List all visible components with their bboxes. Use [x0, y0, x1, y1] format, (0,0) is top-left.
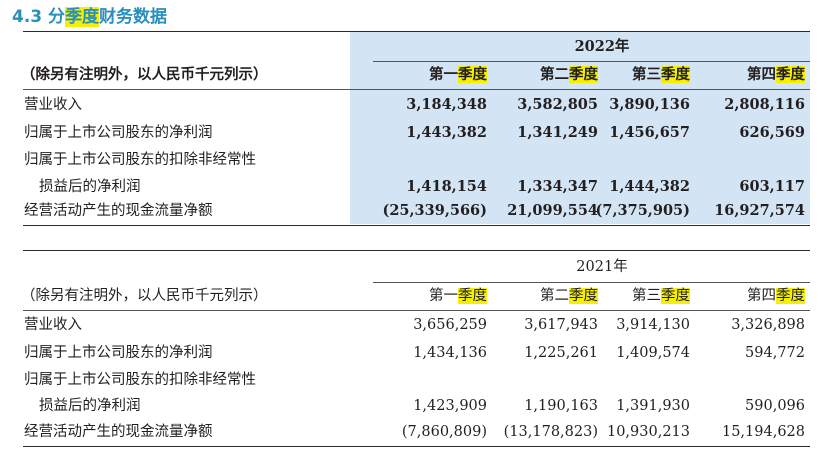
- table-cell: 626,569: [739, 124, 805, 141]
- table-cell: (7,860,809): [401, 424, 487, 440]
- table-cell: 1,434,136: [413, 345, 487, 361]
- table-2021-year-row: 2021年: [23, 253, 810, 281]
- table-cell: 3,582,805: [517, 96, 598, 113]
- table-2021-top-rule: [23, 250, 810, 251]
- table-cell: 603,117: [739, 178, 805, 195]
- table-cell: 1,334,347: [517, 178, 598, 195]
- table-cell: 1,409,574: [616, 345, 690, 361]
- table-2021-unit-note: （除另有注明外，以人民币千元列示）: [21, 288, 268, 304]
- table-2022-year: 2022年: [574, 38, 630, 55]
- table-row: 归属于上市公司股东的净利润 1,434,136 1,225,261 1,409,…: [23, 339, 810, 367]
- table-2022-top-rule: [23, 31, 810, 32]
- table-cell: 15,194,628: [721, 424, 805, 440]
- table-2022-q4-header: 第四季度: [747, 66, 805, 83]
- table-cell: (13,178,823): [503, 424, 598, 440]
- table-cell: 1,341,249: [517, 124, 598, 141]
- table-cell: 594,772: [745, 345, 805, 361]
- table-2021-header-row: （除另有注明外，以人民币千元列示） 第一季度 第二季度 第三季度 第四季度: [21, 282, 810, 310]
- title-suffix: 财务数据: [99, 7, 168, 27]
- table-row: 经营活动产生的现金流量净额 (7,860,809) (13,178,823) 1…: [23, 418, 810, 446]
- table-cell: 2,808,116: [724, 96, 805, 113]
- table-2022-unit-note: （除另有注明外，以人民币千元列示）: [21, 66, 268, 83]
- table-row: 损益后的净利润 1,418,154 1,334,347 1,444,382 60…: [23, 173, 810, 201]
- table-cell: 10,930,213: [606, 424, 690, 440]
- table-2022-year-underline: [373, 61, 810, 62]
- row-label: 损益后的净利润: [39, 179, 141, 195]
- table-cell: 1,391,930: [616, 398, 690, 414]
- table-2022-shading: [350, 32, 810, 224]
- table-cell: 16,927,574: [714, 202, 805, 219]
- table-2022-header-row: （除另有注明外，以人民币千元列示） 第一季度 第二季度 第三季度 第四季度: [21, 61, 810, 89]
- row-label: 归属于上市公司股东的净利润: [24, 125, 213, 141]
- table-2022-q1-header: 第一季度: [429, 66, 487, 83]
- table-cell: 3,914,130: [616, 317, 690, 333]
- table-2022-header-rule: [23, 89, 810, 90]
- table-cell: 1,444,382: [609, 178, 690, 195]
- table-row: 损益后的净利润 1,423,909 1,190,163 1,391,930 59…: [23, 392, 810, 420]
- table-row: 经营活动产生的现金流量净额 (25,339,566) 21,099,554 (7…: [23, 197, 810, 225]
- row-label: 归属于上市公司股东的净利润: [24, 345, 213, 361]
- row-label: 营业收入: [24, 317, 82, 333]
- table-cell: 590,096: [745, 398, 805, 414]
- table-2022-q3-header: 第三季度: [632, 66, 690, 83]
- table-cell: (25,339,566): [382, 202, 487, 219]
- table-2022-year-row: 2022年: [23, 33, 810, 61]
- table-2021-q1-header: 第一季度: [429, 288, 487, 304]
- row-label: 归属于上市公司股东的扣除非经常性: [24, 372, 256, 388]
- table-row: 归属于上市公司股东的扣除非经常性: [23, 366, 810, 394]
- table-cell: 1,190,163: [524, 398, 598, 414]
- table-2021-bottom-rule: [23, 446, 810, 447]
- row-label: 经营活动产生的现金流量净额: [24, 203, 213, 219]
- table-2021-q3-header: 第三季度: [632, 288, 690, 304]
- table-2021-q4-header: 第四季度: [747, 288, 805, 304]
- table-cell: 1,418,154: [406, 178, 487, 195]
- table-cell: 21,099,554: [507, 202, 598, 219]
- table-cell: 1,423,909: [413, 398, 487, 414]
- table-2021-year-underline: [373, 282, 810, 283]
- table-cell: 3,184,348: [406, 96, 487, 113]
- table-2021-q2-header: 第二季度: [540, 288, 598, 304]
- table-row: 营业收入 3,656,259 3,617,943 3,914,130 3,326…: [23, 311, 810, 339]
- row-label: 营业收入: [24, 97, 82, 113]
- table-cell: (7,375,905): [595, 202, 690, 219]
- table-cell: 1,225,261: [524, 345, 598, 361]
- table-row: 归属于上市公司股东的净利润 1,443,382 1,341,249 1,456,…: [23, 119, 810, 147]
- table-cell: 1,443,382: [406, 124, 487, 141]
- title-highlight: 季度: [65, 7, 100, 27]
- row-label: 经营活动产生的现金流量净额: [24, 424, 213, 440]
- table-2021-year: 2021年: [576, 259, 628, 275]
- table-cell: 3,617,943: [524, 317, 598, 333]
- table-cell: 1,456,657: [609, 124, 690, 141]
- table-cell: 3,890,136: [609, 96, 690, 113]
- title-prefix: 4.3 分: [12, 7, 66, 27]
- table-2022-bottom-rule: [23, 225, 810, 226]
- table-2021-header-rule: [23, 310, 810, 311]
- table-row: 营业收入 3,184,348 3,582,805 3,890,136 2,808…: [23, 91, 810, 119]
- row-label: 损益后的净利润: [39, 398, 141, 414]
- table-row: 归属于上市公司股东的扣除非经常性: [23, 146, 810, 174]
- table-cell: 3,326,898: [731, 317, 805, 333]
- section-title: 4.3 分季度财务数据: [12, 4, 167, 30]
- table-cell: 3,656,259: [413, 317, 487, 333]
- row-label: 归属于上市公司股东的扣除非经常性: [24, 152, 256, 168]
- table-2022-q2-header: 第二季度: [540, 66, 598, 83]
